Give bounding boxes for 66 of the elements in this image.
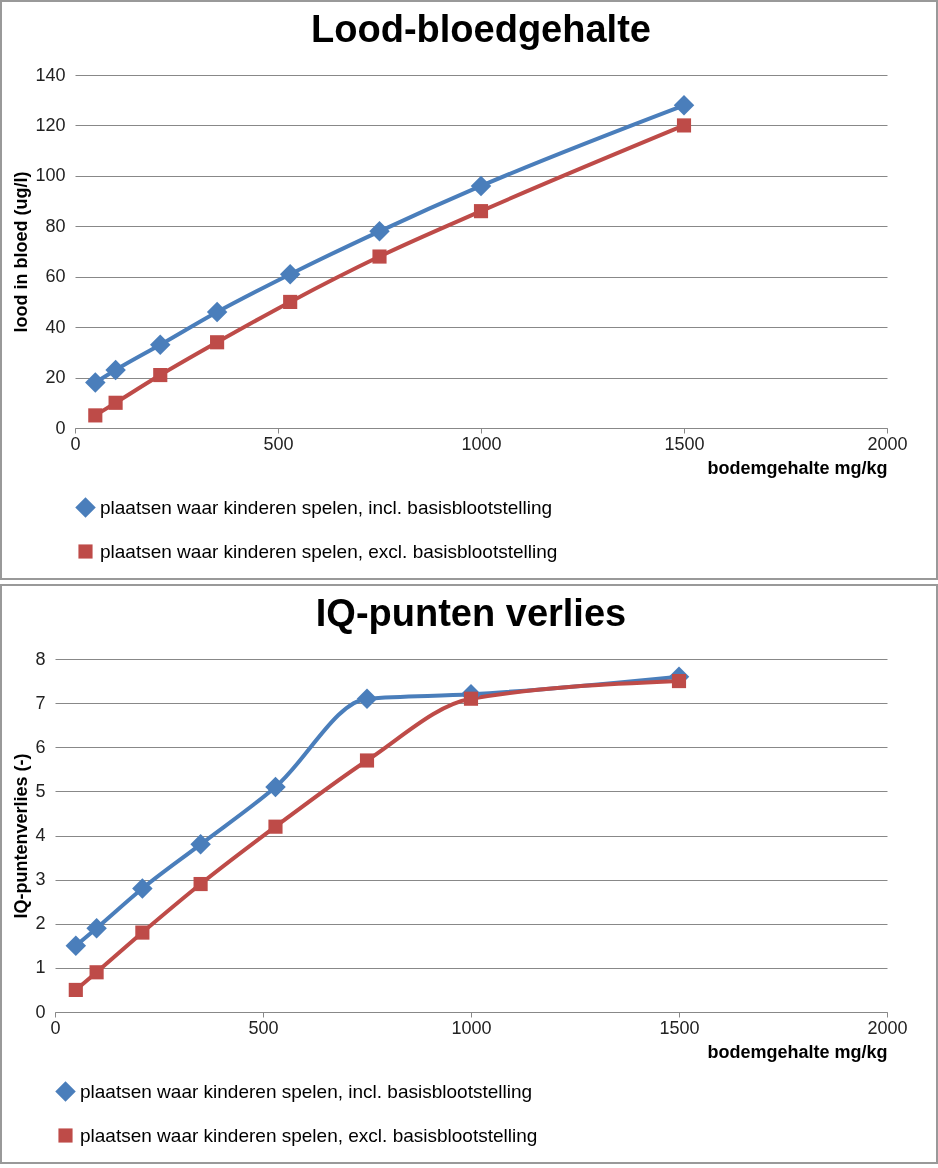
- point: [372, 249, 387, 264]
- y-tick-label: 3: [35, 869, 46, 890]
- x-tick-label: 2000: [867, 433, 908, 454]
- y-tick-label: 5: [35, 780, 46, 801]
- y-tick-label: 8: [35, 648, 46, 669]
- x-tick-label: 1500: [659, 1017, 700, 1038]
- x-tick-label: 0: [70, 433, 81, 454]
- y-axis-title: IQ-puntenverlies (-): [11, 753, 32, 919]
- y-tick-label: 80: [45, 215, 66, 236]
- y-tick-label: 140: [35, 64, 66, 85]
- point: [68, 982, 83, 998]
- x-tick-label: 2000: [867, 1017, 908, 1038]
- point: [65, 935, 87, 957]
- point: [356, 688, 378, 709]
- point: [150, 334, 171, 356]
- y-tick-label: 7: [35, 692, 46, 713]
- point: [193, 876, 208, 892]
- point: [268, 819, 283, 834]
- point: [473, 204, 489, 219]
- y-tick-label: 20: [45, 367, 66, 388]
- x-axis-title: bodemgehalte mg/kg: [707, 457, 888, 478]
- chart-title: Lood-bloedgehalte: [311, 8, 651, 50]
- point: [671, 673, 687, 689]
- point: [206, 301, 228, 323]
- y-tick-label: 0: [55, 417, 66, 438]
- point: [470, 175, 492, 197]
- point: [88, 408, 103, 423]
- chart-title: IQ-punten verlies: [315, 592, 627, 634]
- y-tick-label: 100: [35, 165, 66, 186]
- x-axis-title: bodemgehalte mg/kg: [707, 1041, 888, 1062]
- point: [265, 776, 286, 798]
- y-tick-label: 4: [35, 825, 46, 845]
- y-tick-label: 2: [35, 913, 46, 934]
- y-tick-label: 40: [45, 316, 66, 337]
- y-tick-label: 6: [35, 736, 46, 757]
- x-tick-label: 1500: [664, 433, 705, 454]
- legend-label: plaatsen waar kinderen spelen, excl. basisblootstelling: [100, 540, 558, 562]
- y-tick-label: 1: [35, 957, 46, 978]
- x-tick-label: 1000: [451, 1017, 492, 1038]
- x-tick-label: 500: [248, 1017, 279, 1038]
- point: [673, 95, 695, 116]
- point: [85, 372, 106, 393]
- point: [676, 118, 692, 133]
- point: [105, 359, 126, 381]
- point: [86, 917, 107, 939]
- point: [279, 263, 301, 285]
- x-tick-label: 500: [263, 433, 294, 454]
- point: [89, 965, 104, 980]
- point: [132, 878, 153, 899]
- point: [283, 294, 298, 309]
- y-tick-label: 120: [35, 114, 66, 135]
- point: [108, 395, 123, 410]
- legend-label: plaatsen waar kinderen spelen, incl. basisblootstelling: [100, 496, 553, 518]
- x-tick-label: 1000: [461, 433, 502, 454]
- point: [463, 691, 479, 706]
- point: [153, 367, 168, 383]
- y-axis-title: lood in bloed (ug/l): [11, 171, 32, 333]
- legend-label: plaatsen waar kinderen spelen, excl. basisblootstelling: [80, 1124, 538, 1146]
- point: [135, 925, 150, 940]
- y-tick-label: 0: [35, 1001, 46, 1022]
- point: [359, 753, 375, 768]
- legend-label: plaatsen waar kinderen spelen, incl. basisblootstelling: [80, 1080, 533, 1102]
- point: [190, 834, 211, 855]
- point: [369, 221, 390, 242]
- y-tick-label: 60: [45, 266, 66, 287]
- point: [210, 335, 225, 350]
